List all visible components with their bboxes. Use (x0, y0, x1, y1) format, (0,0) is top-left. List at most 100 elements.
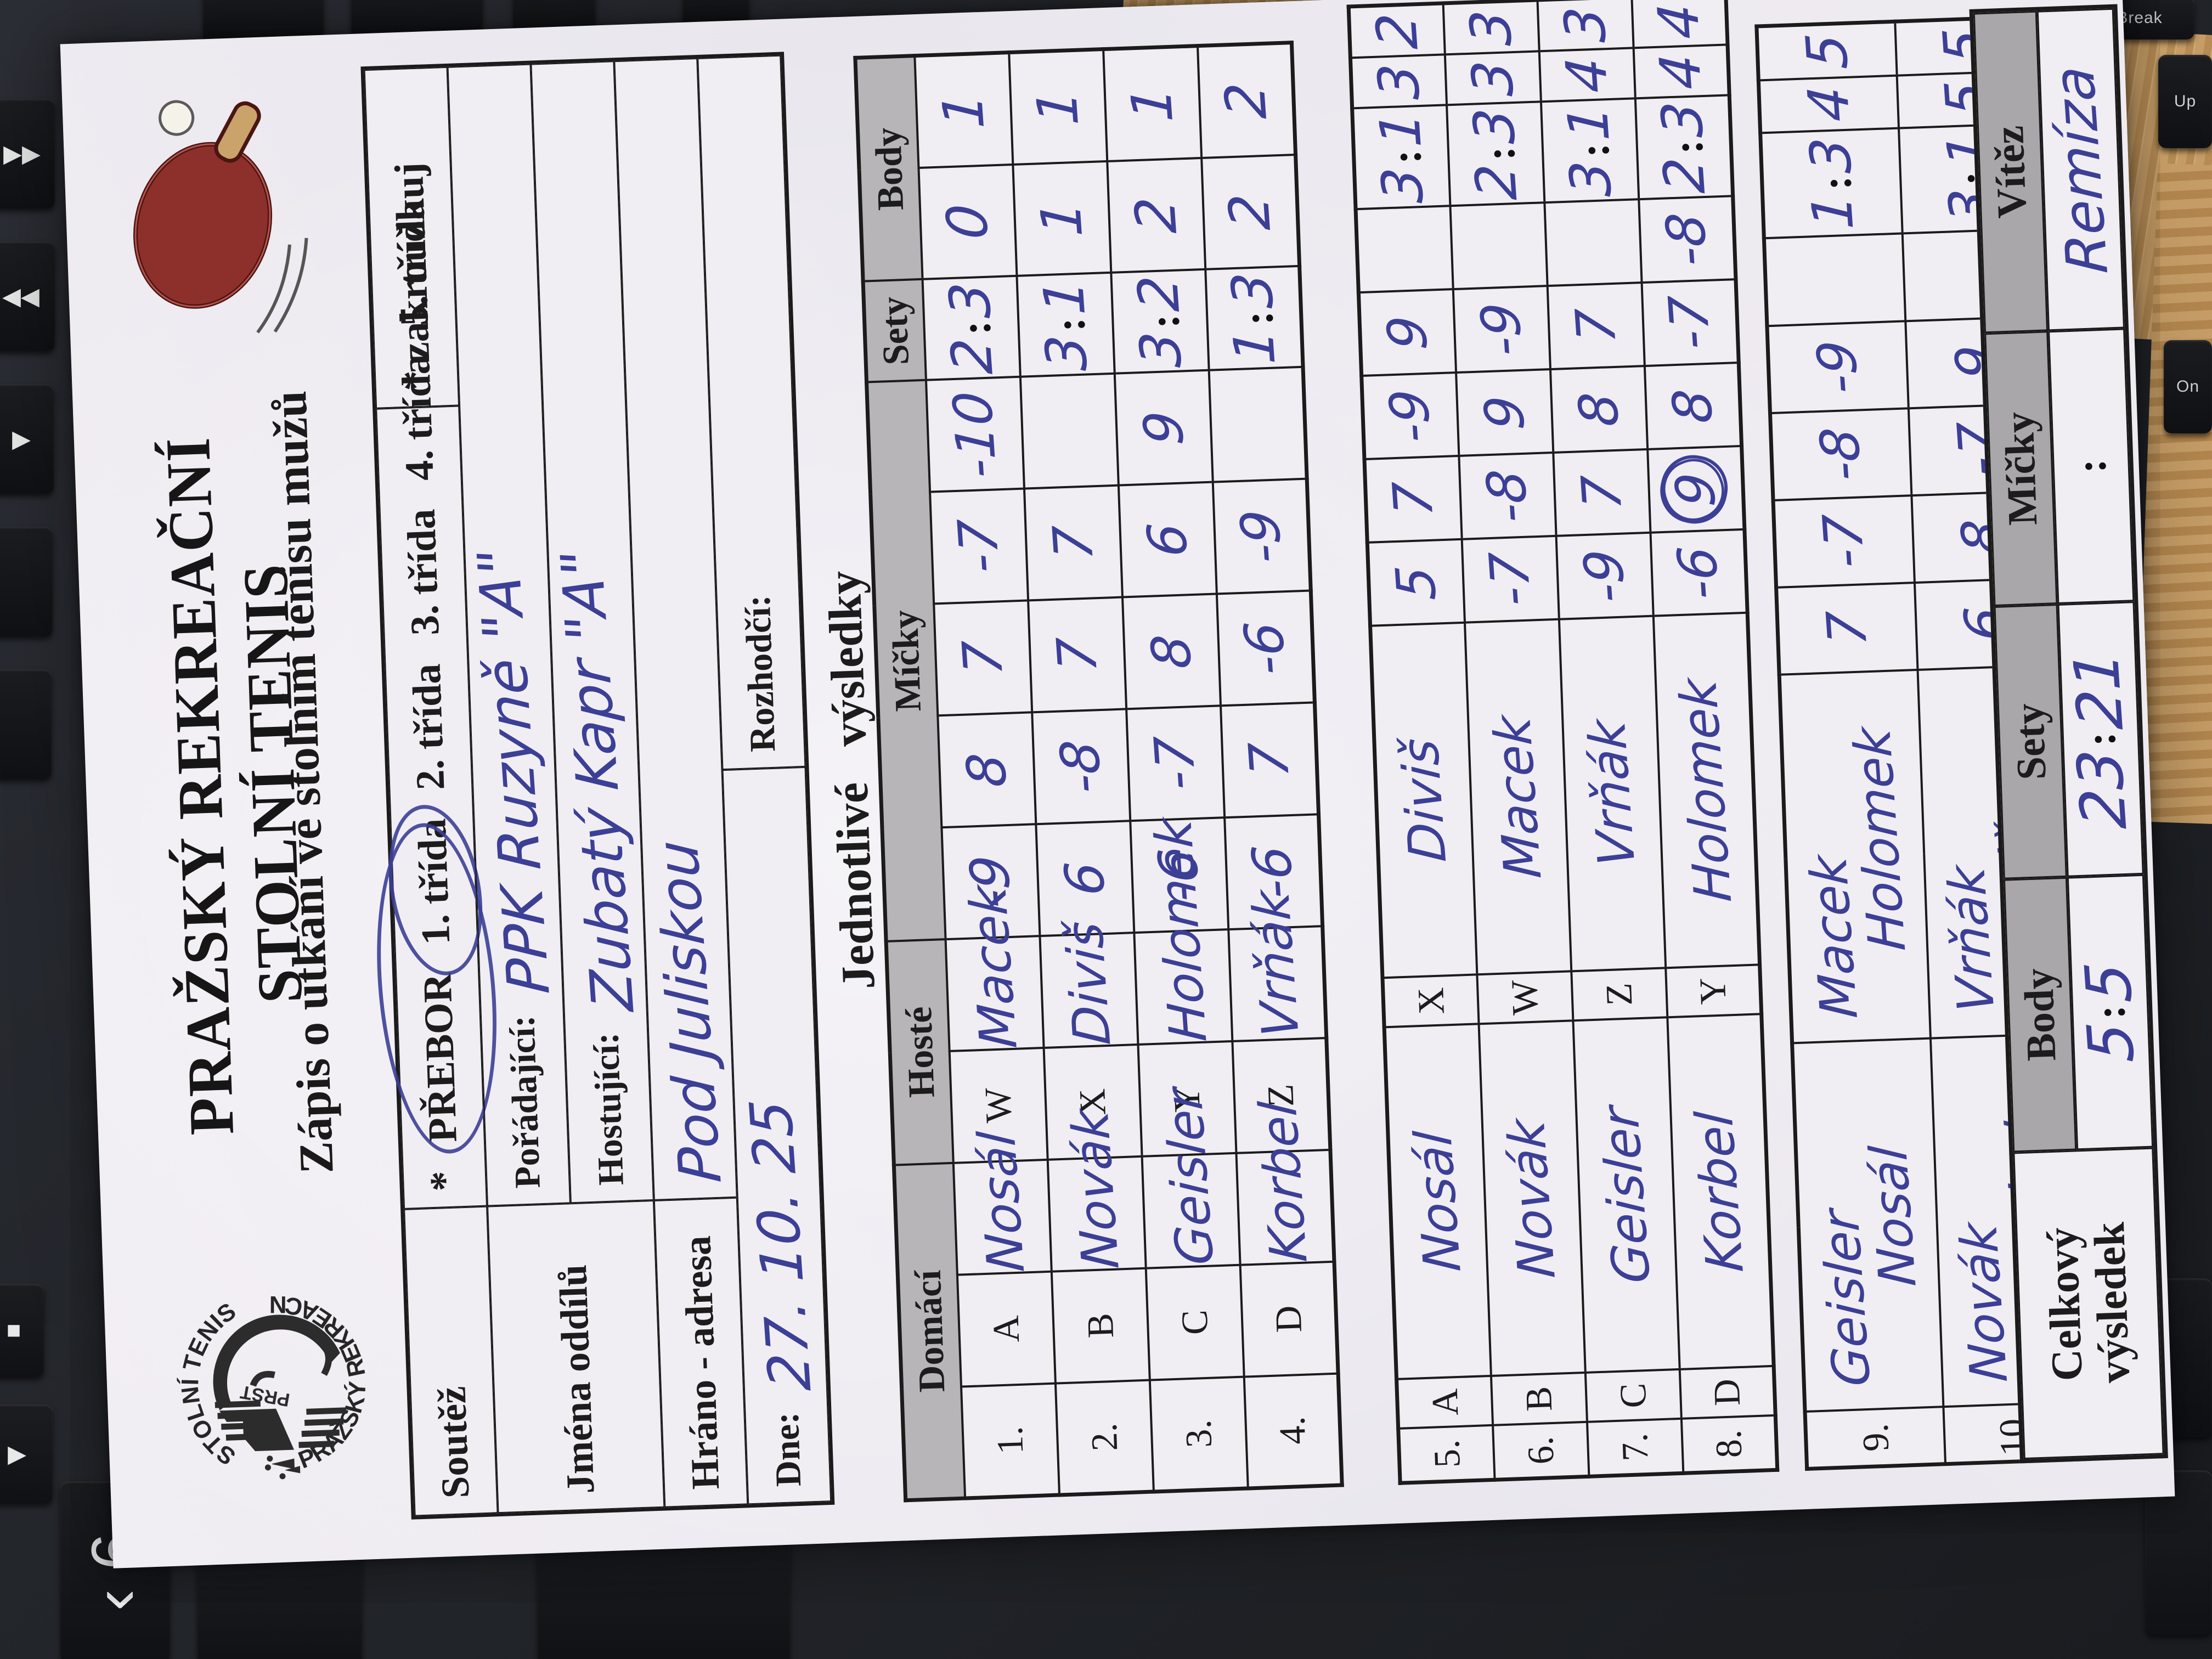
game-4-score: 7 (1547, 283, 1645, 370)
game-2-score: -7 (1126, 706, 1224, 821)
results-table-singles-1: Domácí Hosté Míčky Sety Body 1. A Nosál … (853, 40, 1344, 1503)
keyboard-key: ▶ (0, 384, 54, 494)
home-letter: D (1240, 1261, 1339, 1377)
summary-header-sety: Sety (1994, 604, 2067, 879)
game-3-score: 8 (1644, 363, 1742, 449)
game-2-score: 8 (937, 712, 1036, 828)
match-number: 5. (1398, 1425, 1495, 1483)
home-letter: C (1146, 1265, 1244, 1380)
sets-score: 1:3 (1760, 128, 1903, 239)
game-4-score: 7 (1024, 485, 1122, 601)
game-3-score: -9 (1361, 373, 1459, 459)
home-letter: C (1585, 1369, 1681, 1422)
game-1-score: 6 (1035, 821, 1134, 936)
sets-score: 3:2 (1110, 269, 1209, 374)
home-letter: D (1679, 1365, 1776, 1419)
game-1-score: -9 (1556, 532, 1654, 619)
summary-body-value: 5:5 (2067, 874, 2154, 1150)
points-guest: 1 (1103, 46, 1201, 161)
column-header-body: Body (855, 55, 923, 282)
guest-player-name: Diviš (1039, 920, 1138, 1048)
guest-letter: W (1476, 971, 1573, 1024)
home-pair-names: Geisler Nosál (1792, 1038, 1943, 1412)
points-guest: 3 (1537, 0, 1634, 52)
points-home: 4 (1633, 44, 1730, 99)
play-pause-icon: ▶ (8, 1440, 26, 1468)
game-4-score: 9 (1358, 289, 1456, 376)
key-label: Up (2174, 92, 2197, 110)
guest-player-name: Diviš (1370, 622, 1477, 978)
jmena-oddilu-label: Jména oddílů (550, 1263, 602, 1495)
star: * (421, 1170, 467, 1192)
keyboard-key: ◀◀ (0, 241, 55, 351)
game-2-score: 7 (1220, 702, 1319, 818)
results-table-singles-2: 5. A Nosál X Diviš 5 7 -9 9 3:1 3 2 6. B… (1346, 0, 1780, 1485)
celkovy-vysledek-label: Celkový výsledek (2013, 1147, 2164, 1460)
keyboard-key (0, 669, 52, 779)
points-guest: 2 (1348, 3, 1445, 58)
dne-label: Dne: (766, 1411, 809, 1487)
column-header-domaci: Domácí (894, 1163, 965, 1500)
svg-text:STOLNÍ TENIS: STOLNÍ TENIS (173, 1297, 246, 1472)
dne-value-handwritten: 27. 10. 25 (737, 1098, 825, 1392)
home-player-name: Nosál (953, 1130, 1052, 1275)
prst-club-stamp-logo: STOLNÍ TENIS PRAŽSKÝ REKREAČNÍ (134, 1262, 400, 1510)
keyboard-key (198, 1553, 362, 1659)
guest-player-name: Holomek (1653, 612, 1760, 968)
keyboard-key-on: On (2164, 340, 2212, 433)
zakrouzkuj-note: * zakroužkuj (386, 162, 439, 392)
scoresheet-paper: STOLNÍ TENIS PRAŽSKÝ REKREAČNÍ (60, 0, 2175, 1568)
play-icon: ▶ (12, 425, 31, 453)
match-number: 6. (1492, 1421, 1589, 1480)
summary-header-micky: Míčky (1984, 331, 2058, 607)
home-player-name: Korbel (1235, 1100, 1334, 1265)
summary-header-body: Body (2003, 877, 2077, 1153)
guest-player-name: Macek (945, 884, 1044, 1051)
points-home: 4 (1539, 48, 1635, 102)
game-2-score: -8 (1031, 709, 1130, 825)
poradajici-label: Pořádající: (501, 1014, 548, 1189)
game-3-score: 8 (1122, 594, 1221, 709)
sets-score: 1:3 (1205, 266, 1304, 371)
points-home: 2 (1107, 157, 1205, 273)
guest-player-name: Holomek (1133, 817, 1232, 1045)
game-3-score: -8 (1770, 408, 1911, 500)
keyboard-key: ▶▶ (0, 99, 55, 208)
points-home: 4 (1758, 75, 1899, 133)
game-5-score (1544, 199, 1642, 286)
summary-header-vitez: Vítěz (1973, 10, 2049, 334)
game-4-score: -9 (1767, 320, 1909, 413)
game-5-score (1020, 374, 1119, 489)
points-home: 2 (1201, 154, 1300, 270)
game-1-score: 7 (1776, 583, 1918, 675)
next-track-icon: ▶▶ (3, 140, 41, 167)
game-3-score: 7 (933, 600, 1032, 716)
points-home: 0 (918, 164, 1017, 280)
points-guest: 1 (914, 52, 1013, 168)
match-number: 1. (961, 1383, 1059, 1499)
game-4-score: -7 (929, 488, 1028, 604)
keyboard-key (2145, 1470, 2212, 1635)
game-1-score: -6 (1650, 529, 1748, 616)
points-guest: 5 (1756, 21, 1897, 80)
game-1-score: -7 (1462, 535, 1559, 623)
hrano-adresa-label: Hráno - adresa (674, 1235, 727, 1491)
sets-score: 2:3 (1446, 101, 1544, 206)
game-5-score (1449, 202, 1548, 290)
class-2: 2. třída (403, 663, 453, 791)
hostujici-label: Hostující: (586, 1031, 631, 1186)
home-player-name: Nosál (1384, 1024, 1491, 1379)
keyboard-key (0, 527, 53, 636)
keyboard-key-play-pause: ▶ (0, 1404, 53, 1503)
hostujici-value-handwritten: Zubatý Kapr "A" (548, 549, 647, 1012)
home-player-name: Novák (1047, 1108, 1146, 1272)
game-5-score (1764, 233, 1905, 326)
match-number: 2. (1055, 1380, 1154, 1496)
game-5-score (1356, 206, 1453, 293)
sets-score: 3:1 (1016, 273, 1115, 377)
match-number: 3. (1149, 1376, 1248, 1492)
home-player-name: Geisler (1572, 1017, 1680, 1373)
guest-player-name: Macek (1464, 619, 1571, 975)
game-2-score: 9 (1647, 445, 1745, 533)
soutez-label: Soutěž (429, 1385, 478, 1499)
